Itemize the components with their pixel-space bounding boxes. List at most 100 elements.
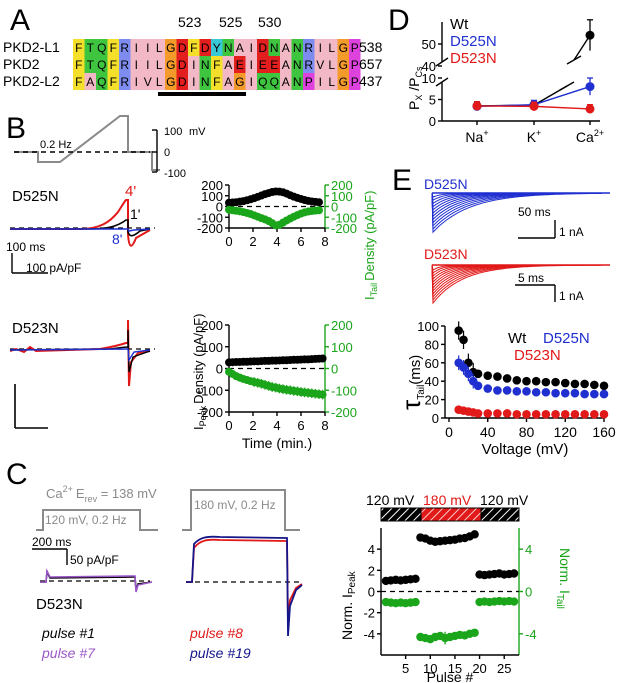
residue-cell <box>199 73 211 90</box>
y-tick-label: 80 <box>425 337 439 352</box>
residue-letter: I <box>250 41 253 55</box>
residue-letter: Q <box>97 75 106 89</box>
protocol-v-zero: 0 <box>164 147 170 159</box>
e-xlabel: Voltage (mV) <box>482 441 569 458</box>
residue-letter: R <box>120 41 129 55</box>
residue-letter: Q <box>270 75 279 89</box>
residue-cell <box>119 56 131 73</box>
data-point-tail <box>318 390 327 399</box>
data-point <box>493 409 502 418</box>
data-point-peak <box>411 574 420 583</box>
residue-cell <box>165 73 177 90</box>
residue-letter: G <box>235 75 244 89</box>
data-point <box>585 104 595 114</box>
residue-letter: P <box>351 75 359 89</box>
data-point-tail <box>315 206 323 215</box>
residue-cell <box>153 39 165 56</box>
residue-letter: F <box>75 75 82 89</box>
residue-cell <box>176 56 188 73</box>
data-point <box>502 374 512 383</box>
residue-cell <box>130 73 142 90</box>
axis-break <box>435 77 449 87</box>
scale-time-label: 100 ms <box>6 240 45 254</box>
c-left-ylabel: Norm. IPeak <box>339 570 358 640</box>
voltage-protocol: 0.2 Hz 100 mV 0 -100 <box>14 115 206 180</box>
y-tick-label: 10 <box>422 71 436 86</box>
y-tick-label: 60 <box>425 356 439 371</box>
c-scale-time-label: 200 ms <box>32 535 71 549</box>
left-tick-label: -4 <box>363 627 375 642</box>
e-trace-label-red: D523N <box>424 246 468 262</box>
residue-letter: L <box>156 58 163 72</box>
data-point <box>590 389 599 399</box>
residue-letter: P <box>351 41 359 55</box>
data-point <box>464 369 473 379</box>
data-point <box>459 335 468 345</box>
residue-cell <box>119 73 131 90</box>
residue-cell <box>84 39 96 56</box>
data-point <box>570 388 580 398</box>
residue-cell <box>153 73 165 90</box>
protocol-v-unit: mV <box>189 126 206 138</box>
residue-cell <box>303 73 315 90</box>
residue-cell <box>73 56 85 73</box>
trace-8prime <box>10 228 151 232</box>
ylabel-text: Density (pA/pF) <box>191 314 206 404</box>
residue-cell <box>222 39 234 56</box>
x-tick-label: 40 <box>480 424 496 440</box>
residue-cell <box>337 56 349 73</box>
residue-cell <box>142 56 154 73</box>
c-cell-label: D523N <box>36 596 83 613</box>
residue-cell <box>199 39 211 56</box>
residue-cell <box>130 39 142 56</box>
residue-cell <box>234 73 246 90</box>
data-point <box>570 379 580 389</box>
residue-cell <box>153 56 165 73</box>
x-tick-label: 4 <box>273 234 280 249</box>
x-tick-label: 160 <box>592 424 616 440</box>
residue-letter: F <box>110 75 117 89</box>
data-point <box>590 380 599 390</box>
x-tick-label: 0 <box>225 418 232 433</box>
left-tick-label: 0 <box>368 585 375 600</box>
data-point <box>580 410 589 419</box>
residue-letter: I <box>250 75 253 89</box>
legend-entry: D523N <box>450 50 497 67</box>
data-point <box>541 377 551 387</box>
e-scale-red-time: 5 ms <box>518 271 544 285</box>
residue-letter: F <box>75 41 82 55</box>
data-point <box>551 410 560 419</box>
residue-cell <box>222 56 234 73</box>
residue-cell <box>165 39 177 56</box>
data-point <box>531 376 541 386</box>
residue-cell <box>188 73 200 90</box>
ylabel-sub: Tail <box>369 283 379 297</box>
residue-letter: Y <box>213 41 221 55</box>
residue-letter: G <box>339 41 348 55</box>
residue-letter: R <box>120 58 129 72</box>
residue-letter: Q <box>97 41 106 55</box>
bar-label-180: 180 mV <box>423 492 472 508</box>
step-protocol-180 <box>182 489 300 531</box>
panel-c-traces: Ca2+ Erev = 138 mV 120 mV, 0.2 Hz 180 mV,… <box>32 484 303 661</box>
c-xlabel: Pulse # <box>427 669 474 683</box>
residue-cell <box>130 56 142 73</box>
residue-cell <box>176 39 188 56</box>
left-tick-label: -100 <box>197 383 223 398</box>
legend-pulse-8: pulse #8 <box>189 625 243 641</box>
residue-cell <box>84 73 96 90</box>
residue-cell <box>96 39 108 56</box>
residue-letter: F <box>110 58 117 72</box>
residue-letter: F <box>213 75 220 89</box>
trace-pulse-7 <box>40 568 153 593</box>
y-tick-label: 50 <box>422 37 436 52</box>
residue-cell <box>119 39 131 56</box>
y-tick-label: 20 <box>425 393 439 408</box>
step-120-label: 120 mV, 0.2 Hz <box>45 513 127 527</box>
trace-label-1prime: 1' <box>130 206 140 222</box>
legend-entry: Wt <box>508 330 527 347</box>
left-tick-label: -200 <box>197 405 223 420</box>
residue-letter: A <box>282 41 290 55</box>
x-tick-label: 5 <box>402 661 409 676</box>
